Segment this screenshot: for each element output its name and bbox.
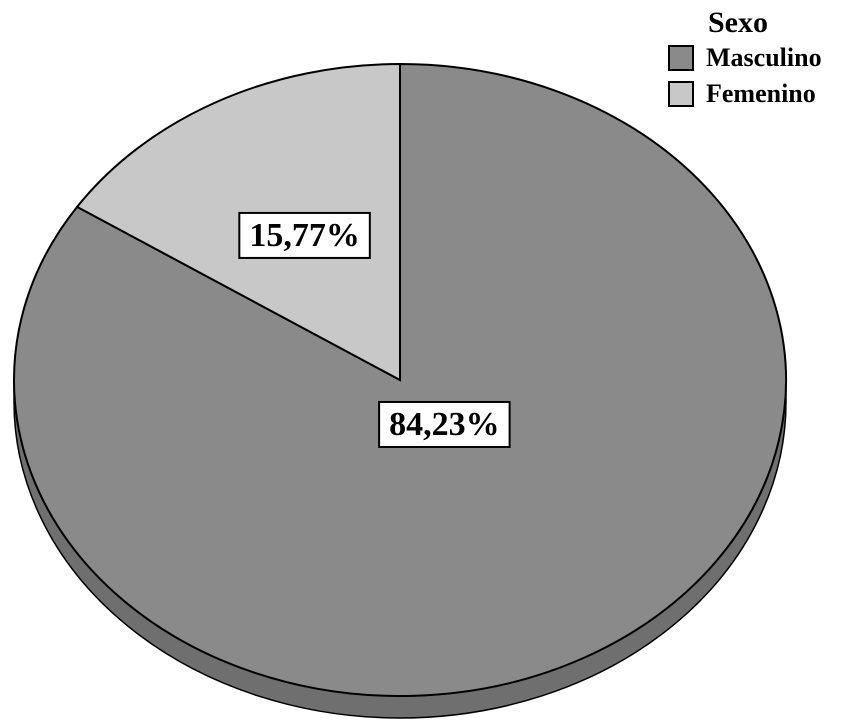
slice-label-femenino: 15,77% (238, 211, 371, 259)
legend: Sexo Masculino Femenino (668, 6, 822, 112)
slice-value-femenino: 15,77% (249, 217, 360, 254)
legend-swatch-femenino (668, 81, 694, 107)
legend-title: Sexo (708, 6, 768, 39)
slice-label-masculino: 84,23% (378, 400, 511, 448)
slice-value-masculino: 84,23% (389, 406, 500, 443)
legend-item-masculino: Masculino (668, 40, 822, 76)
legend-swatch-masculino (668, 45, 694, 71)
legend-label-masculino: Masculino (706, 43, 822, 72)
legend-label-femenino: Femenino (706, 79, 816, 108)
slice-label-box-masculino (378, 400, 511, 448)
legend-item-femenino: Femenino (668, 76, 822, 112)
slice-label-box-femenino (238, 211, 371, 259)
